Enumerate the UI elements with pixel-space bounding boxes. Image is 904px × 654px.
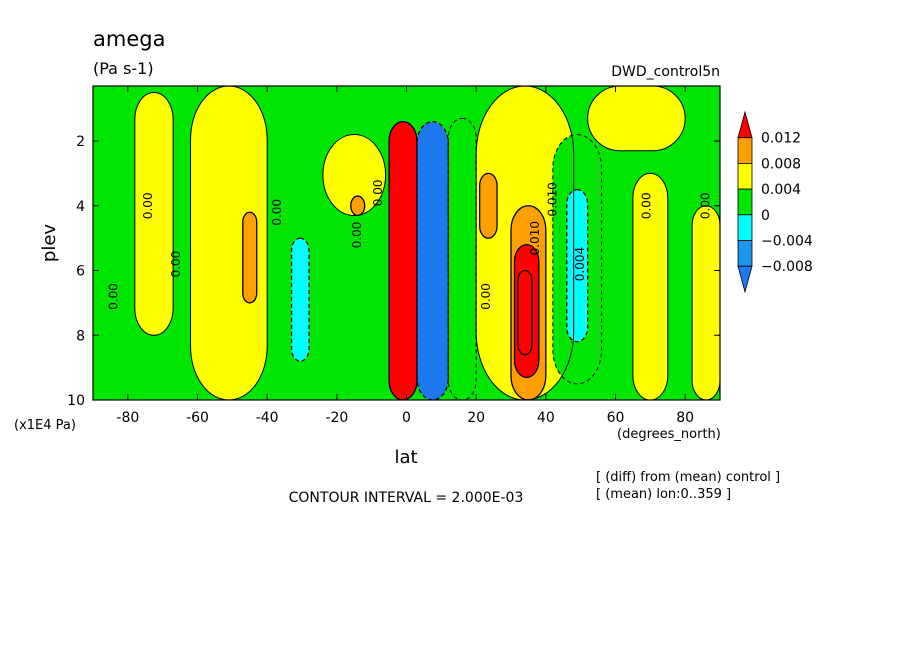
chart-title: amega xyxy=(93,27,165,51)
x-tick-label: 40 xyxy=(537,410,555,426)
contour-line xyxy=(416,120,449,400)
y-tick-label: 8 xyxy=(76,328,85,344)
x-tick-label: -60 xyxy=(186,410,209,426)
contour-region xyxy=(242,212,257,303)
contour-region xyxy=(517,270,532,355)
contour-line xyxy=(322,134,387,216)
contour-value-label: 0.00 xyxy=(479,283,493,310)
contour-interval: CONTOUR INTERVAL = 2.000E-03 xyxy=(289,490,524,506)
contour-region xyxy=(190,86,268,400)
colorbar-segment xyxy=(737,137,753,164)
x-axis-units: (degrees_north) xyxy=(617,427,721,442)
contour-region xyxy=(448,118,477,400)
colorbar-segment xyxy=(737,188,753,216)
contour-value-label: 0.004 xyxy=(573,247,587,281)
contour-value-label: 0.00 xyxy=(371,179,385,206)
colorbar-segment xyxy=(737,240,753,267)
contour-line xyxy=(587,86,686,152)
contour-fill-layer xyxy=(93,86,720,400)
colorbar-arrow-top xyxy=(737,110,753,139)
x-tick-label: 20 xyxy=(467,410,485,426)
contour-line xyxy=(478,172,498,239)
y-tick-label: 2 xyxy=(76,134,85,150)
contour-line xyxy=(350,195,366,217)
contour-line xyxy=(290,237,310,362)
x-tick-label: -80 xyxy=(116,410,139,426)
contour-value-label: 0.00 xyxy=(106,283,120,310)
colorbar: 0.012 0.008 0.004 0 −0.004 −0.008 xyxy=(737,110,813,294)
contour-value-label: 0.00 xyxy=(350,222,364,249)
contour-line xyxy=(566,188,589,343)
dataset-label: DWD_control5n xyxy=(611,64,720,80)
contour-region xyxy=(416,121,449,400)
x-tick-label: 0 xyxy=(402,410,411,426)
contour-region xyxy=(350,196,365,216)
contour-region xyxy=(566,189,588,342)
x-tick-label: 80 xyxy=(676,410,694,426)
contour-line xyxy=(632,172,669,400)
contour-line xyxy=(552,134,603,385)
chart-subtitle: (Pa s-1) xyxy=(93,59,154,78)
y-tick-label: 6 xyxy=(76,264,85,280)
contour-line xyxy=(517,269,533,356)
x-tick-label: 60 xyxy=(607,410,625,426)
contour-value-label: 0.00 xyxy=(699,192,713,219)
contour-region xyxy=(134,92,174,336)
colorbar-label: 0 xyxy=(761,208,770,224)
colorbar-label: −0.008 xyxy=(761,259,813,275)
note-mean: [ (mean) lon:0..359 ] xyxy=(596,487,731,502)
contour-value-label: 0.010 xyxy=(545,182,559,216)
contour-value-label: 0.00 xyxy=(141,192,155,219)
contour-line xyxy=(513,243,540,378)
y-axis-ticks: 2 4 6 8 10 xyxy=(67,134,720,409)
contour-line xyxy=(134,91,174,336)
contour-line xyxy=(190,86,268,400)
contour-region xyxy=(322,134,386,216)
colorbar-segment xyxy=(737,162,753,190)
x-tick-label: -20 xyxy=(325,410,348,426)
y-axis-label: plev xyxy=(39,224,60,263)
colorbar-arrow-bottom xyxy=(737,265,753,294)
colorbar-label: 0.008 xyxy=(761,156,801,172)
contour-line xyxy=(388,120,418,400)
note-diff: [ (diff) from (mean) control ] xyxy=(596,470,780,485)
contour-value-label: 0.00 xyxy=(169,251,183,278)
contour-region xyxy=(692,205,720,400)
contour-value-label: 0.010 xyxy=(528,221,542,255)
contour-region xyxy=(479,173,498,239)
contour-line xyxy=(510,205,547,400)
y-tick-label: 4 xyxy=(76,199,85,215)
contour-line xyxy=(475,86,575,400)
contour-line xyxy=(691,205,720,400)
contour-region xyxy=(632,173,668,400)
contour-region xyxy=(587,86,686,151)
colorbar-label: −0.004 xyxy=(761,234,813,250)
colorbar-label: 0.012 xyxy=(761,131,801,147)
x-axis-ticks: -80 -60 -40 -20 0 20 40 60 80 xyxy=(116,86,694,426)
x-axis-label: lat xyxy=(394,447,417,468)
contour-line-layer xyxy=(134,86,720,400)
contour-value-label: 0.00 xyxy=(270,199,284,226)
contour-region xyxy=(389,121,417,400)
contour-label-layer: 0.00 0.00 0.00 0.00 0.00 0.00 0.00 0.010 0.004 0.… xyxy=(106,179,712,309)
colorbar-label: 0.004 xyxy=(761,182,801,198)
contour-line xyxy=(242,211,258,304)
y-axis-units: (x1E4 Pa) xyxy=(14,418,76,433)
contour-value-label: 0.00 xyxy=(639,192,653,219)
colorbar-segment xyxy=(737,214,753,241)
x-tick-label: -40 xyxy=(256,410,279,426)
y-tick-label: 10 xyxy=(67,393,85,409)
contour-region xyxy=(291,238,309,362)
